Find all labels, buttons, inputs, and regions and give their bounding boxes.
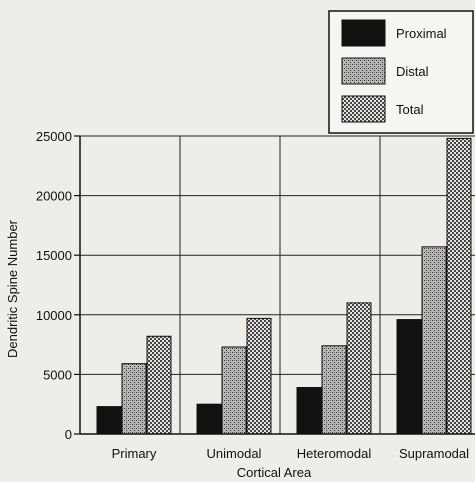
bar-distal-heteromodal: [321, 345, 347, 435]
x-axis-title: Cortical Area: [237, 465, 312, 480]
y-axis-title: Dendritic Spine Number: [5, 219, 20, 358]
bar-total-heteromodal: [346, 302, 372, 435]
y-tick-label: 5000: [43, 367, 72, 382]
legend-swatch-proximal: [341, 19, 386, 47]
x-tick-label: Supramodal: [399, 446, 469, 461]
x-tick-label: Primary: [112, 446, 157, 461]
legend-label-total: Total: [396, 102, 424, 117]
bars: [96, 137, 472, 435]
bar-distal-primary: [121, 363, 147, 435]
y-tick-label: 25000: [36, 129, 72, 144]
bar-distal-unimodal: [221, 346, 247, 435]
y-tick-label: 15000: [36, 248, 72, 263]
bar-proximal-unimodal: [196, 403, 222, 435]
bar-proximal-primary: [96, 406, 122, 435]
x-tick-label: Unimodal: [207, 446, 262, 461]
y-tick-label: 10000: [36, 308, 72, 323]
bar-distal-supramodal: [421, 246, 447, 435]
legend-swatch-distal: [341, 57, 386, 85]
x-tick-label: Heteromodal: [297, 446, 372, 461]
legend-label-distal: Distal: [396, 64, 429, 79]
bar-total-supramodal: [446, 137, 472, 435]
legend: Proximal Distal Total: [328, 10, 474, 134]
legend-label-proximal: Proximal: [396, 26, 447, 41]
bar-total-unimodal: [246, 317, 272, 435]
legend-swatch-total: [341, 95, 386, 123]
bar-proximal-supramodal: [396, 319, 422, 435]
y-tick-label: 20000: [36, 189, 72, 204]
bar-total-primary: [146, 335, 172, 435]
gridlines: [80, 135, 475, 434]
axes: 0 5000 10000 15000 20000 25000 Primary Unimodal…: [36, 129, 475, 461]
bar-proximal-heteromodal: [296, 387, 322, 435]
y-tick-label: 0: [65, 427, 72, 442]
